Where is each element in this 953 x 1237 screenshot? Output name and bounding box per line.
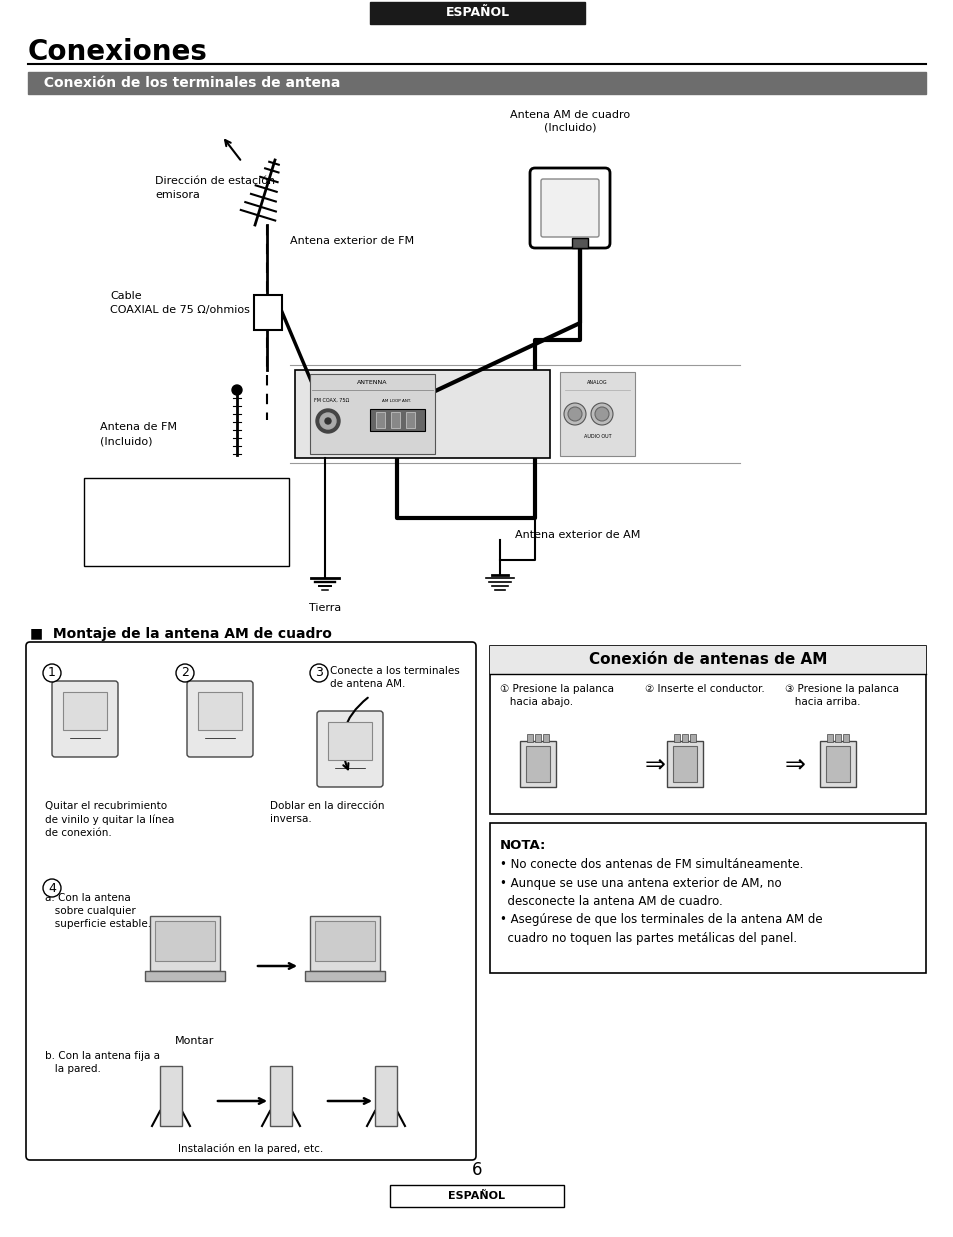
FancyBboxPatch shape [316, 711, 382, 787]
FancyBboxPatch shape [187, 682, 253, 757]
Bar [375, 412, 385, 428]
Text: NOTA:: NOTA: [499, 839, 546, 852]
Bar [150, 917, 220, 971]
Text: AM LOOP ANT.: AM LOOP ANT. [382, 400, 411, 403]
Bar [370, 409, 424, 430]
Bar [490, 823, 925, 974]
Bar [525, 746, 550, 782]
Bar [84, 477, 289, 567]
Text: Antena de FM
(Incluido): Antena de FM (Incluido) [100, 422, 177, 447]
Text: Conexiones: Conexiones [28, 38, 208, 66]
Text: Antena exterior de FM: Antena exterior de FM [290, 236, 414, 246]
Text: b. Con la antena fija a
   la pared.: b. Con la antena fija a la pared. [45, 1051, 160, 1074]
Bar [559, 372, 635, 456]
Circle shape [310, 664, 328, 682]
Text: 1: 1 [48, 667, 56, 679]
Text: Utilice una cinta o un pasador
para asegurar la punta de la
antena a la pared, a: Utilice una cinta o un pasador para aseg… [91, 495, 247, 548]
Circle shape [325, 418, 331, 424]
Bar [490, 646, 925, 814]
Text: ESPAÑOL: ESPAÑOL [445, 6, 509, 20]
Bar [370, 2, 584, 24]
Bar [391, 412, 399, 428]
Bar [305, 971, 385, 981]
Circle shape [567, 407, 581, 421]
Text: Antena exterior de AM: Antena exterior de AM [515, 529, 639, 541]
Text: Dirección de estación
emisora: Dirección de estación emisora [154, 176, 274, 200]
Text: FM COAX, 75Ω: FM COAX, 75Ω [314, 397, 349, 402]
Text: Tierra: Tierra [309, 602, 341, 614]
Bar [314, 922, 375, 961]
Text: 3: 3 [314, 667, 323, 679]
Bar [406, 412, 415, 428]
Text: Instalación en la pared, etc.: Instalación en la pared, etc. [178, 1143, 323, 1153]
Circle shape [563, 403, 585, 426]
Bar [535, 734, 540, 742]
Text: ANALOG: ANALOG [587, 380, 607, 385]
Text: ① Presione la palanca
   hacia abajo.: ① Presione la palanca hacia abajo. [499, 684, 614, 708]
Bar [390, 1185, 563, 1207]
Text: Conecte a los terminales
de antena AM.: Conecte a los terminales de antena AM. [330, 666, 459, 689]
Text: ② Inserte el conductor.: ② Inserte el conductor. [644, 684, 764, 694]
FancyBboxPatch shape [26, 642, 476, 1160]
Bar [294, 370, 550, 458]
Text: Cable
COAXIAL de 75 Ω/ohmios: Cable COAXIAL de 75 Ω/ohmios [110, 291, 250, 315]
Bar [842, 734, 848, 742]
FancyBboxPatch shape [540, 179, 598, 238]
Text: ■  Montaje de la antena AM de cuadro: ■ Montaje de la antena AM de cuadro [30, 627, 332, 641]
Bar [519, 741, 556, 787]
Circle shape [319, 413, 335, 429]
FancyBboxPatch shape [530, 168, 609, 247]
Text: Conexión de los terminales de antena: Conexión de los terminales de antena [34, 75, 340, 90]
Bar [666, 741, 702, 787]
Text: Antena AM de cuadro
(Incluido): Antena AM de cuadro (Incluido) [510, 110, 629, 134]
Bar [328, 722, 372, 760]
Bar [490, 646, 925, 674]
FancyBboxPatch shape [52, 682, 118, 757]
Circle shape [175, 664, 193, 682]
Bar [681, 734, 687, 742]
Text: AUDIO OUT: AUDIO OUT [583, 434, 611, 439]
Text: a. Con la antena
   sobre cualquier
   superficie estable.: a. Con la antena sobre cualquier superfi… [45, 893, 151, 929]
Bar [145, 971, 225, 981]
Bar [672, 746, 697, 782]
Bar [526, 734, 533, 742]
Circle shape [43, 664, 61, 682]
Bar [310, 374, 435, 454]
Text: 6: 6 [471, 1162, 482, 1179]
Circle shape [232, 385, 242, 395]
Circle shape [590, 403, 613, 426]
Text: ③ Presione la palanca
   hacia arriba.: ③ Presione la palanca hacia arriba. [784, 684, 898, 708]
Text: ⇒: ⇒ [644, 752, 665, 776]
Bar [63, 691, 107, 730]
Text: Quitar el recubrimiento
de vinilo y quitar la línea
de conexión.: Quitar el recubrimiento de vinilo y quit… [45, 802, 174, 839]
Text: Conexión de antenas de AM: Conexión de antenas de AM [588, 652, 826, 668]
Bar [270, 1066, 292, 1126]
Bar [673, 734, 679, 742]
Text: ESPAÑOL: ESPAÑOL [448, 1191, 505, 1201]
Bar [160, 1066, 182, 1126]
Bar [154, 922, 214, 961]
Bar [375, 1066, 396, 1126]
Bar [253, 294, 282, 330]
Circle shape [43, 880, 61, 897]
Bar [198, 691, 242, 730]
Text: ⇒: ⇒ [783, 752, 804, 776]
Text: 4: 4 [48, 882, 56, 894]
Circle shape [595, 407, 608, 421]
Text: Doblar en la dirección
inversa.: Doblar en la dirección inversa. [270, 802, 384, 824]
Bar [28, 72, 925, 94]
Circle shape [315, 409, 339, 433]
Bar [834, 734, 841, 742]
Text: Montar: Montar [175, 1037, 214, 1047]
Bar [542, 734, 548, 742]
Text: 2: 2 [181, 667, 189, 679]
Text: • No conecte dos antenas de FM simultáneamente.
• Aunque se use una antena exter: • No conecte dos antenas de FM simultáne… [499, 858, 821, 945]
Bar [572, 238, 587, 247]
Bar [689, 734, 696, 742]
Bar [825, 746, 849, 782]
Bar [310, 917, 379, 971]
Text: ANTENNA: ANTENNA [356, 381, 387, 386]
Bar [820, 741, 855, 787]
Bar [826, 734, 832, 742]
